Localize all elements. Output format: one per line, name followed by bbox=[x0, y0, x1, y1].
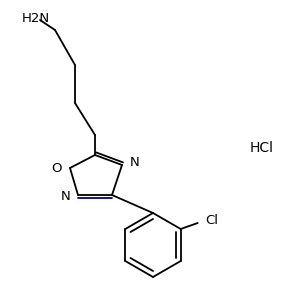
Text: HCl: HCl bbox=[250, 141, 274, 155]
Text: O: O bbox=[51, 161, 62, 175]
Text: Cl: Cl bbox=[206, 214, 219, 227]
Text: N: N bbox=[130, 156, 140, 169]
Text: N: N bbox=[60, 190, 70, 204]
Text: H2N: H2N bbox=[22, 11, 50, 25]
